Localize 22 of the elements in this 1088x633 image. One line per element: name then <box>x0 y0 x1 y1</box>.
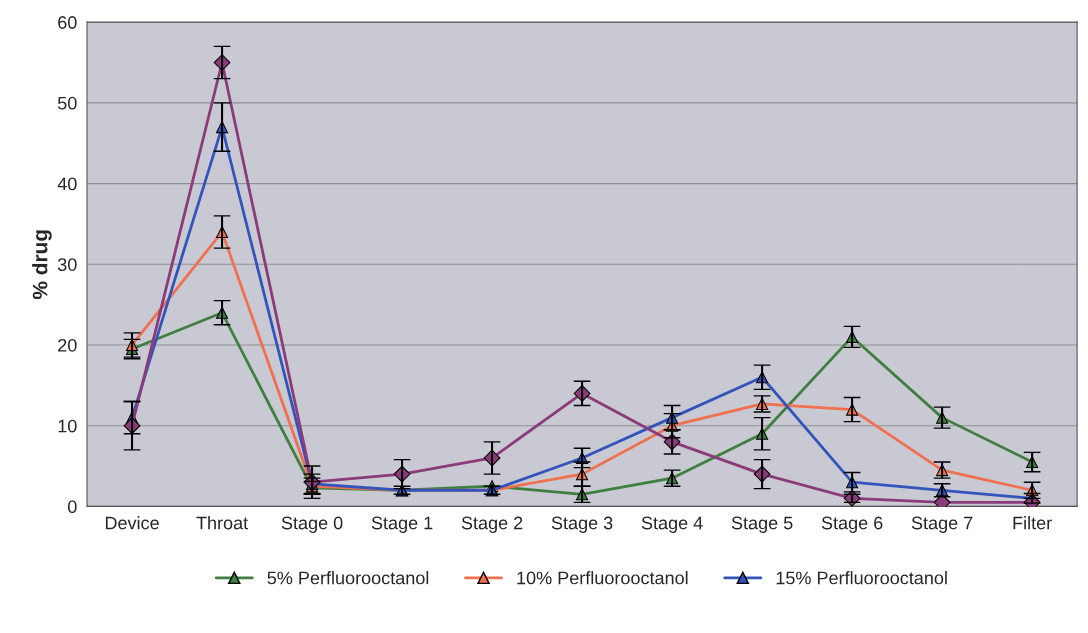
x-tick-label: Stage 4 <box>641 516 703 533</box>
x-tick-label: Throat <box>196 516 249 530</box>
y-tick-label: 30 <box>57 258 77 271</box>
y-tick-label: 20 <box>58 338 77 352</box>
x-tick-label: Device <box>105 516 159 530</box>
y-axis-title: % drug <box>32 230 52 300</box>
legend-label: 15% Perfluorooctanol <box>776 571 947 585</box>
x-tick-label: Stage 2 <box>461 516 523 533</box>
legend-label: 10% Perfluorooctanol <box>517 571 688 585</box>
x-tick-label: Stage 6 <box>821 516 883 533</box>
y-tick-label: 40 <box>57 177 77 191</box>
x-tick-label: Stage 7 <box>911 516 973 533</box>
x-tick-label: Filter <box>1013 516 1052 530</box>
y-tick-label: 60 <box>58 16 77 29</box>
legend-label: 5% Perfluorooctanol <box>267 571 429 585</box>
y-tick-label: 0 <box>67 500 77 514</box>
x-tick-label: Stage 0 <box>281 516 343 533</box>
y-tick-label: 10 <box>58 419 77 433</box>
y-tick-label: 50 <box>57 96 77 110</box>
x-tick-label: Stage 3 <box>551 516 613 533</box>
x-tick-label: Stage 5 <box>731 516 793 533</box>
x-tick-label: Stage 1 <box>371 516 433 533</box>
